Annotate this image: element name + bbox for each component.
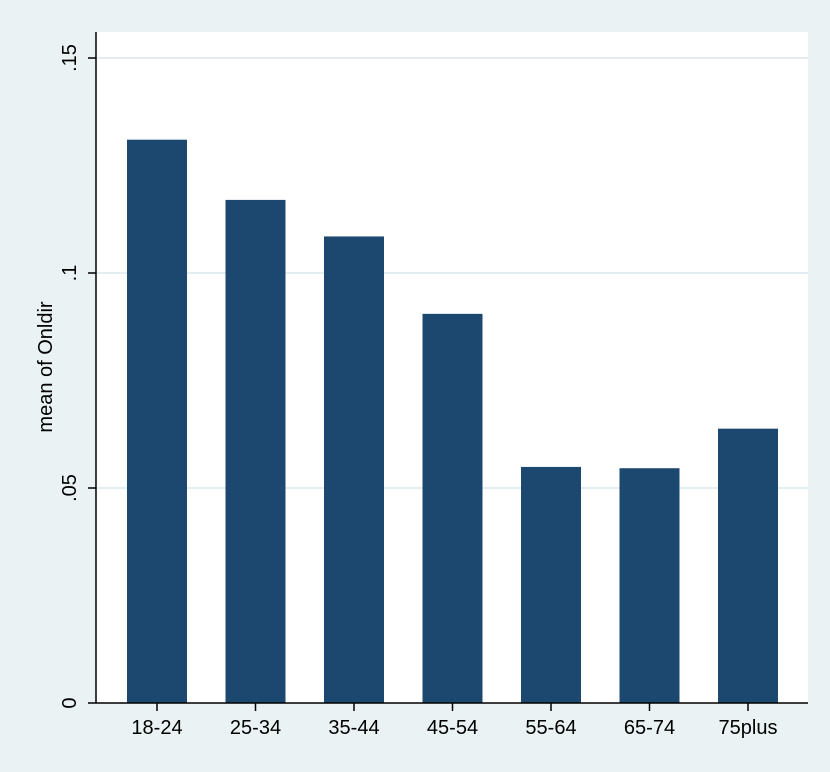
bar-25-34 [225, 199, 286, 703]
x-tick-label: 55-64 [525, 717, 576, 739]
y-tick-label: .15 [59, 44, 81, 72]
bar-18-24 [127, 139, 187, 703]
bar-65-74 [619, 468, 680, 703]
x-tick-label: 65-74 [624, 717, 675, 739]
y-tick-label: 0 [59, 697, 81, 708]
y-tick-label: .05 [59, 474, 81, 502]
x-tick-label: 18-24 [131, 717, 182, 739]
bar-35-44 [324, 236, 384, 703]
x-tick-label: 25-34 [230, 717, 281, 739]
bar-55-64 [521, 466, 581, 703]
y-axis-label: mean of Onldir [35, 301, 57, 433]
x-tick-label: 45-54 [427, 717, 478, 739]
x-tick-label: 75plus [719, 717, 778, 739]
x-tick-label: 35-44 [328, 717, 379, 739]
bar-45-54 [422, 313, 483, 703]
y-ticks: 0 .05 .1 .15 [59, 44, 96, 709]
bar-75plus [718, 428, 778, 703]
y-tick-label: .1 [59, 265, 81, 282]
x-ticks: 18-24 25-34 35-44 45-54 55-64 65-74 75plus [131, 703, 777, 739]
bars [127, 139, 778, 703]
